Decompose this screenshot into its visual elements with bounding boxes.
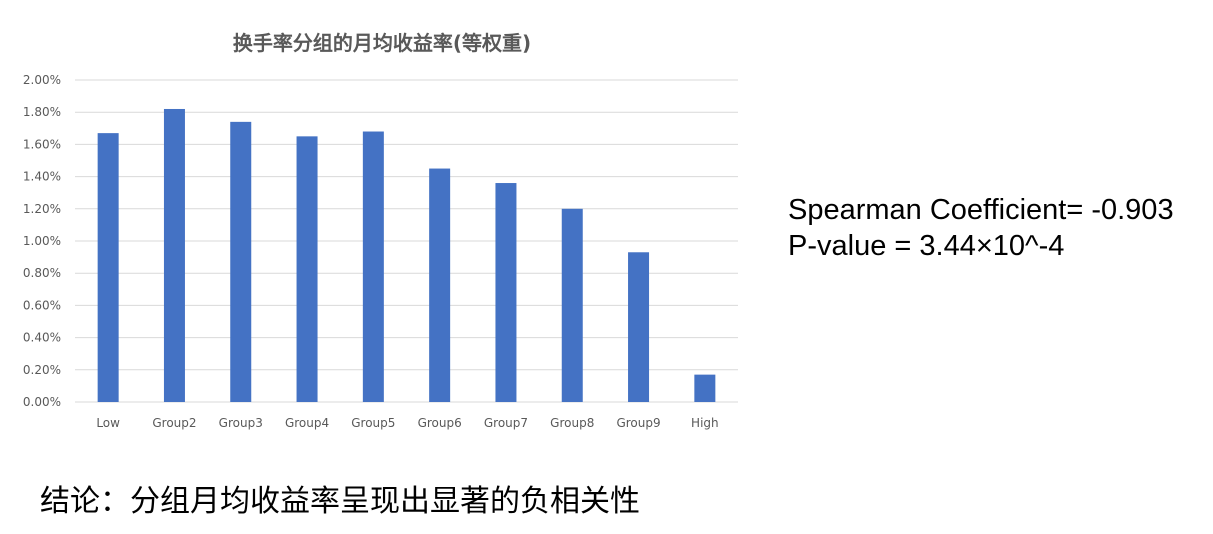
bar-low bbox=[97, 133, 119, 402]
y-tick-label: 0.60% bbox=[23, 298, 61, 312]
x-axis-ticks: Low Group2 Group3 Group4 Group5 Group6 Group7 G… bbox=[96, 416, 718, 430]
y-tick-label: 2.00% bbox=[23, 73, 61, 87]
statistics-panel: Spearman Coefficient= -0.903 P-value = 3… bbox=[788, 192, 1174, 264]
bar-group7 bbox=[495, 183, 517, 402]
p-value: P-value = 3.44×10^-4 bbox=[788, 230, 1065, 262]
bars bbox=[97, 108, 716, 403]
y-tick-label: 1.00% bbox=[23, 234, 61, 248]
bar-chart: 换手率分组的月均收益率(等权重) 0.00% 0.20% 0.40% 0.60% 0.8… bbox=[23, 31, 738, 430]
bar-group2 bbox=[163, 108, 185, 402]
conclusion-text: 结论：分组月均收益率呈现出显著的负相关性 bbox=[40, 484, 640, 519]
y-tick-label: 0.40% bbox=[23, 331, 61, 345]
bar-group4 bbox=[296, 136, 318, 402]
y-tick-label: 0.80% bbox=[23, 266, 61, 280]
chart-title: 换手率分组的月均收益率(等权重) bbox=[233, 31, 531, 55]
y-tick-label: 1.20% bbox=[23, 202, 61, 216]
bar-group3 bbox=[230, 121, 252, 403]
x-tick-label: Group8 bbox=[550, 416, 594, 430]
spearman-coefficient: Spearman Coefficient= -0.903 bbox=[788, 194, 1174, 226]
y-axis-ticks: 0.00% 0.20% 0.40% 0.60% 0.80% 1.00% 1.20% 1.40%… bbox=[23, 73, 61, 409]
gridlines bbox=[75, 79, 738, 403]
bar-group6 bbox=[429, 168, 451, 402]
y-tick-label: 1.80% bbox=[23, 105, 61, 119]
x-tick-label: Group2 bbox=[152, 416, 196, 430]
x-tick-label: Group3 bbox=[219, 416, 263, 430]
x-tick-label: Group7 bbox=[484, 416, 528, 430]
bar-group9 bbox=[628, 252, 650, 402]
x-tick-label: High bbox=[691, 416, 719, 430]
bar-high bbox=[694, 374, 716, 402]
y-tick-label: 0.20% bbox=[23, 363, 61, 377]
y-tick-label: 1.60% bbox=[23, 137, 61, 151]
x-tick-label: Group9 bbox=[616, 416, 660, 430]
x-tick-label: Low bbox=[96, 416, 120, 430]
y-tick-label: 0.00% bbox=[23, 395, 61, 409]
bar-group8 bbox=[561, 208, 583, 402]
x-tick-label: Group5 bbox=[351, 416, 395, 430]
x-tick-label: Group6 bbox=[418, 416, 462, 430]
x-tick-label: Group4 bbox=[285, 416, 329, 430]
bar-group5 bbox=[362, 131, 384, 402]
y-tick-label: 1.40% bbox=[23, 170, 61, 184]
